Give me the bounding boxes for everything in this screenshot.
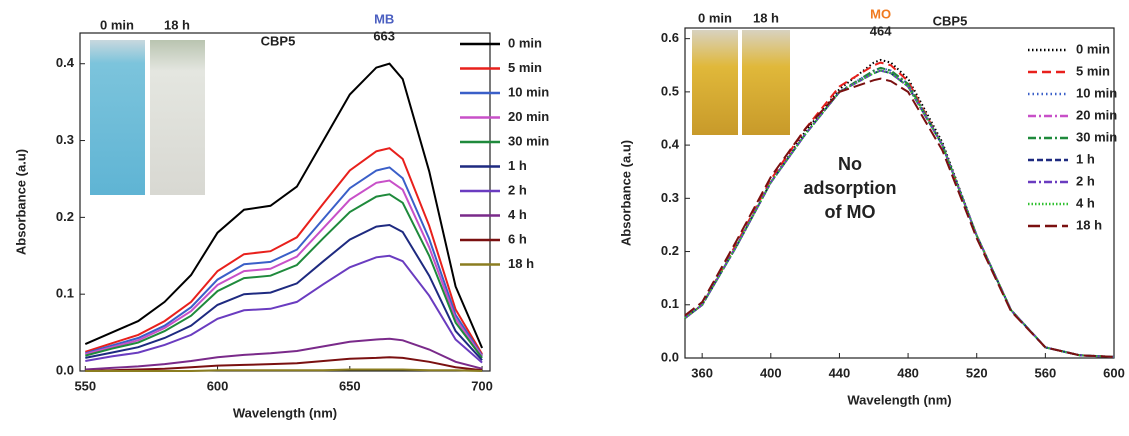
data-line <box>85 193 483 359</box>
x-tick-label: 600 <box>207 378 229 393</box>
vial-photo <box>90 40 145 195</box>
annotation: of MO <box>825 202 876 222</box>
x-tick-label: 400 <box>760 365 782 380</box>
x-tick-label: 520 <box>966 365 988 380</box>
peak-value: 464 <box>870 23 892 38</box>
data-line <box>85 356 483 372</box>
legend-label: 30 min <box>508 133 549 148</box>
plot-frame <box>684 27 1115 359</box>
y-tick-label: 0.4 <box>661 137 680 152</box>
inset-label: 0 min <box>100 17 134 32</box>
x-axis-label: Wavelength (nm) <box>233 405 337 420</box>
legend-label: 20 min <box>508 109 549 124</box>
chart-panel: 0.0 0.1 0.2 0.3 0.4 0.5 0.6 360 400 440 480 520 560 6… <box>618 6 1124 407</box>
legend-label: 6 h <box>508 231 527 246</box>
y-tick-label: 0.6 <box>661 30 679 45</box>
inset-label: 18 h <box>753 10 779 25</box>
x-tick-label: 360 <box>691 365 713 380</box>
legend-label: 2 h <box>1076 173 1095 188</box>
legend-label: 4 h <box>508 207 527 222</box>
y-tick-label: 0.2 <box>56 209 74 224</box>
data-line <box>85 254 483 364</box>
vial-photos <box>90 30 790 195</box>
x-tick-label: 700 <box>471 378 493 393</box>
x-tick-label: 480 <box>897 365 919 380</box>
data-line <box>85 179 483 357</box>
data-line <box>684 77 1115 358</box>
annotation: adsorption <box>804 178 897 198</box>
y-tick-label: 0.2 <box>661 243 679 258</box>
peak-label: MB <box>374 11 394 26</box>
y-axis-label: Absorbance (a.u) <box>13 149 28 255</box>
legend-label: 30 min <box>1076 129 1117 144</box>
data-line <box>85 223 483 361</box>
chart-title: CBP5 <box>261 33 296 48</box>
data-line <box>84 147 483 355</box>
inset-label: 0 min <box>698 10 732 25</box>
legend-label: 18 h <box>1076 217 1102 232</box>
vial-photo <box>150 40 205 195</box>
y-axis-label: Absorbance (a.u) <box>618 140 633 246</box>
legend-label: 1 h <box>1076 151 1095 166</box>
legend-label: 10 min <box>508 84 549 99</box>
y-tick-label: 0.5 <box>661 83 679 98</box>
vial-photo <box>692 30 738 135</box>
annotation: No <box>838 154 862 174</box>
data-line <box>84 62 484 349</box>
legend-label: 0 min <box>508 35 542 50</box>
x-tick-label: 560 <box>1035 365 1057 380</box>
y-tick-label: 0.3 <box>661 190 679 205</box>
legend-label: 18 h <box>508 256 534 271</box>
legend-label: 2 h <box>508 182 527 197</box>
data-line <box>85 368 483 372</box>
chart-title: CBP5 <box>933 13 968 28</box>
legend-label: 5 min <box>508 60 542 75</box>
legend-label: 1 h <box>508 158 527 173</box>
x-tick-label: 600 <box>1103 365 1125 380</box>
y-tick-label: 0.3 <box>56 132 74 147</box>
x-tick-label: 550 <box>74 378 96 393</box>
y-tick-label: 0.0 <box>56 362 74 377</box>
vial-photo <box>742 30 790 135</box>
x-tick-label: 440 <box>829 365 851 380</box>
legend-label: 10 min <box>1076 85 1117 100</box>
legend-label: 5 min <box>1076 63 1110 78</box>
data-line <box>85 166 483 357</box>
y-tick-label: 0.1 <box>661 296 679 311</box>
x-axis-label: Wavelength (nm) <box>847 392 951 407</box>
x-tick-label: 650 <box>339 378 361 393</box>
legend-label: 0 min <box>1076 41 1110 56</box>
chart-panel: 0.0 0.1 0.2 0.3 0.4 550 600 650 700 Wavelength (n… <box>13 11 549 420</box>
legend-label: 4 h <box>1076 195 1095 210</box>
y-tick-label: 0.0 <box>661 349 679 364</box>
legend-label: 20 min <box>1076 107 1117 122</box>
y-tick-label: 0.1 <box>56 286 74 301</box>
peak-value: 663 <box>373 28 395 43</box>
peak-label: MO <box>870 6 891 21</box>
data-line <box>85 337 483 371</box>
inset-label: 18 h <box>164 17 190 32</box>
y-tick-label: 0.4 <box>56 55 75 70</box>
